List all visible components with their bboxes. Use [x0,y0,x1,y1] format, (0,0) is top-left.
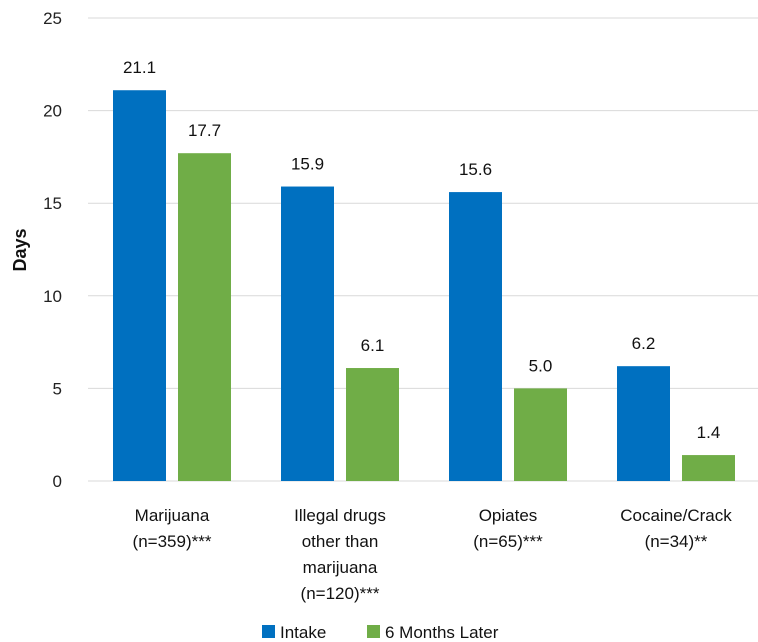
data-label: 5.0 [529,356,553,375]
y-tick-label: 0 [53,472,62,491]
category-label: Illegal drugs [294,506,386,525]
y-tick-label: 20 [43,102,62,121]
y-tick-label: 15 [43,194,62,213]
data-label: 17.7 [188,121,221,140]
bars [113,90,735,482]
bar-6-months-later [346,368,399,481]
bar-6-months-later [682,455,735,481]
y-axis-ticks: 0 5 10 15 20 25 [43,9,62,491]
bar-6-months-later [514,388,567,481]
category-label: (n=65)*** [473,532,543,551]
y-tick-label: 5 [53,379,62,398]
legend-label: 6 Months Later [385,623,499,642]
category-label: (n=34)** [645,532,708,551]
category-label: Marijuana [135,506,210,525]
legend-label: Intake [280,623,326,642]
legend-swatch [367,625,380,638]
data-label: 15.6 [459,160,492,179]
legend-swatch [262,625,275,638]
y-tick-label: 25 [43,9,62,28]
data-labels: 21.1 17.7 15.9 6.1 15.6 5.0 6.2 1.4 [123,58,720,442]
legend: Intake 6 Months Later [262,623,499,642]
bar-intake [449,192,502,481]
bar-intake [113,90,166,481]
bar-6-months-later [178,153,231,482]
bar-intake [617,366,670,481]
category-label: marijuana [303,558,378,577]
data-label: 15.9 [291,155,324,174]
category-label: other than [302,532,379,551]
category-label: (n=120)*** [301,584,380,603]
y-tick-label: 10 [43,287,62,306]
data-label: 6.2 [632,334,656,353]
category-label: Opiates [479,506,538,525]
category-labels: Marijuana (n=359)*** Illegal drugs other th… [133,506,733,603]
y-axis-label: Days [10,228,30,271]
data-label: 6.1 [361,336,385,355]
data-label: 21.1 [123,58,156,77]
category-label: Cocaine/Crack [620,506,732,525]
data-label: 1.4 [697,423,721,442]
category-label: (n=359)*** [133,532,212,551]
bar-intake [281,186,334,482]
